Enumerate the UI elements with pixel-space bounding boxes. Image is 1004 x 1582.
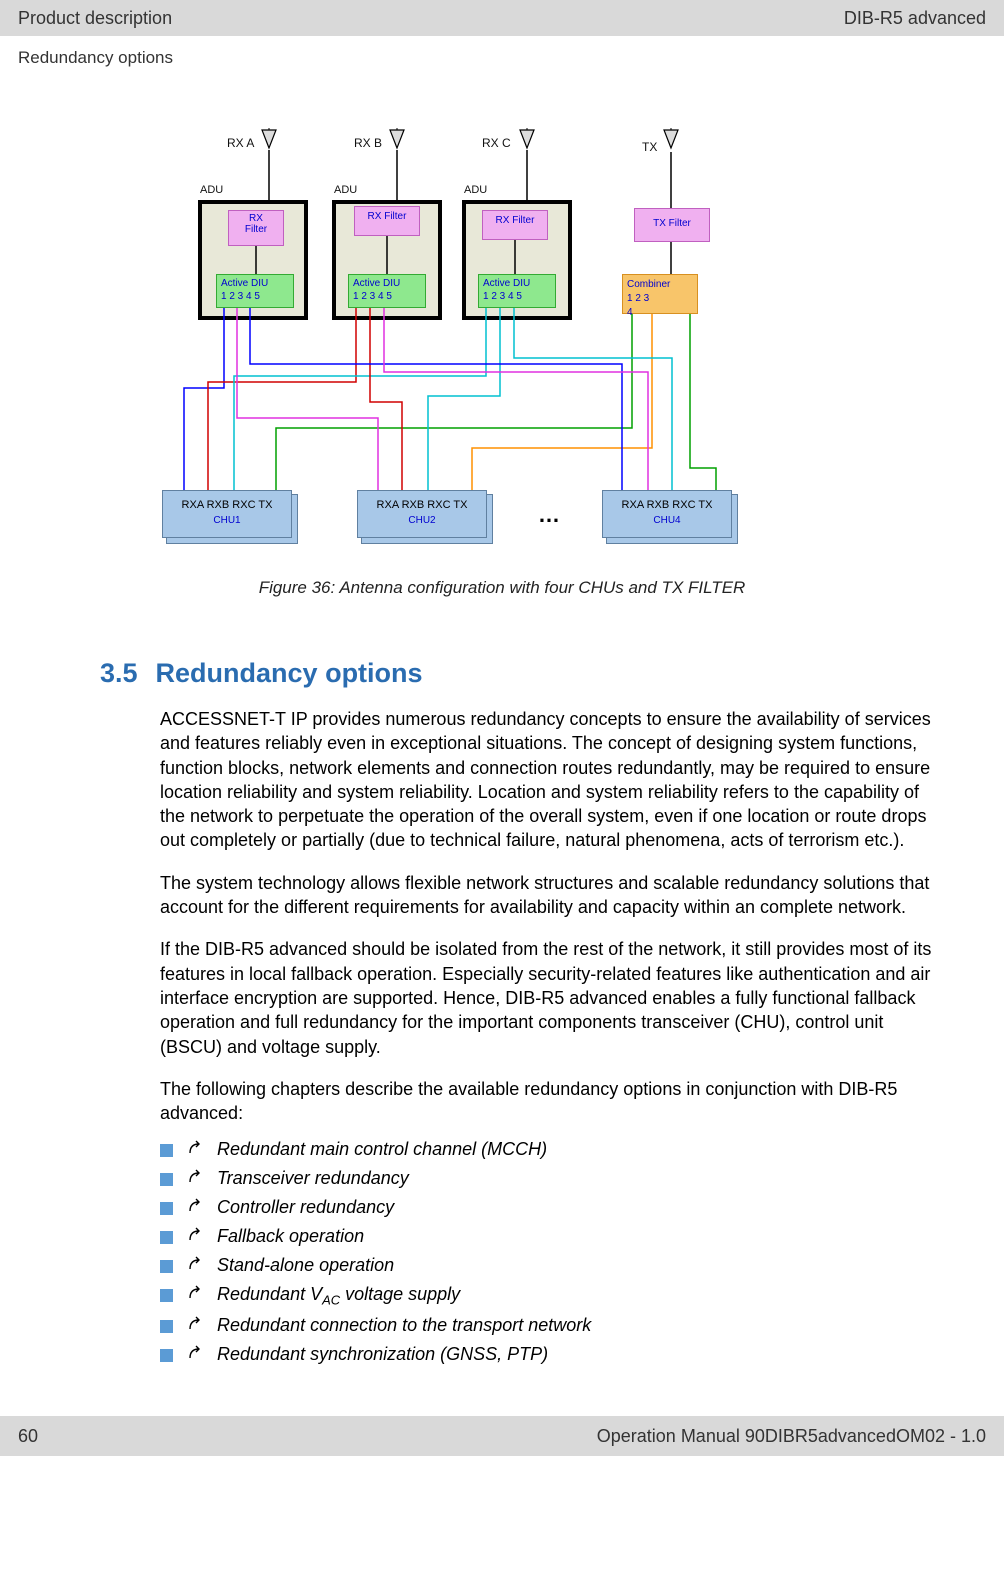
tx-filter: TX Filter bbox=[634, 208, 710, 242]
link-arrow-icon bbox=[187, 1345, 203, 1366]
subheader: Redundancy options bbox=[0, 36, 1004, 68]
label-rxc: RX C bbox=[482, 136, 511, 150]
list-item: Redundant VAC voltage supply bbox=[160, 1284, 944, 1308]
square-bullet-icon bbox=[160, 1289, 173, 1302]
figure-caption: Figure 36: Antenna configuration with fo… bbox=[0, 578, 1004, 598]
section-number: 3.5 bbox=[100, 658, 138, 689]
header-left: Product description bbox=[18, 8, 172, 29]
antenna-diagram: RX A RX B RX C TX ADU ADU ADU RXFilter R… bbox=[142, 128, 862, 568]
square-bullet-icon bbox=[160, 1173, 173, 1186]
para-2: The system technology allows flexible ne… bbox=[160, 871, 944, 920]
square-bullet-icon bbox=[160, 1260, 173, 1273]
section-heading: Redundancy options bbox=[156, 658, 423, 689]
bullet-list: Redundant main control channel (MCCH) Tr… bbox=[0, 1125, 1004, 1366]
square-bullet-icon bbox=[160, 1320, 173, 1333]
link-arrow-icon bbox=[187, 1169, 203, 1190]
active-diu-b: Active DIU1 2 3 4 5 bbox=[348, 274, 426, 308]
adu-label-c: ADU bbox=[464, 184, 487, 196]
adu-label-a: ADU bbox=[200, 184, 223, 196]
label-rxa: RX A bbox=[227, 136, 254, 150]
square-bullet-icon bbox=[160, 1231, 173, 1244]
link-arrow-icon bbox=[187, 1227, 203, 1248]
doc-id: Operation Manual 90DIBR5advancedOM02 - 1… bbox=[597, 1426, 986, 1447]
list-item: Transceiver redundancy bbox=[160, 1168, 944, 1190]
link-arrow-icon bbox=[187, 1198, 203, 1219]
ellipsis: … bbox=[538, 502, 560, 528]
chu1: RXA RXB RXC TXCHU1 bbox=[162, 490, 292, 538]
active-diu-c: Active DIU1 2 3 4 5 bbox=[478, 274, 556, 308]
list-item: Redundant main control channel (MCCH) bbox=[160, 1139, 944, 1161]
label-rxb: RX B bbox=[354, 136, 382, 150]
body-text: ACCESSNET-T IP provides numerous redunda… bbox=[0, 707, 1004, 1125]
footer-bar: 60 Operation Manual 90DIBR5advancedOM02 … bbox=[0, 1416, 1004, 1456]
link-arrow-icon bbox=[187, 1140, 203, 1161]
link-arrow-icon bbox=[187, 1316, 203, 1337]
link-arrow-icon bbox=[187, 1285, 203, 1306]
list-item: Controller redundancy bbox=[160, 1197, 944, 1219]
square-bullet-icon bbox=[160, 1349, 173, 1362]
list-item: Redundant connection to the transport ne… bbox=[160, 1315, 944, 1337]
rx-filter-a: RXFilter bbox=[228, 210, 284, 246]
section-title: 3.5 Redundancy options bbox=[0, 598, 1004, 689]
list-item: Fallback operation bbox=[160, 1226, 944, 1248]
para-3: If the DIB-R5 advanced should be isolate… bbox=[160, 937, 944, 1058]
page-number: 60 bbox=[18, 1426, 38, 1447]
combiner: Combiner 1 2 3 4 bbox=[622, 274, 698, 314]
rx-filter-b: RX Filter bbox=[354, 206, 420, 236]
rx-filter-c: RX Filter bbox=[482, 210, 548, 240]
header-bar: Product description DIB-R5 advanced bbox=[0, 0, 1004, 36]
square-bullet-icon bbox=[160, 1144, 173, 1157]
active-diu-a: Active DIU1 2 3 4 5 bbox=[216, 274, 294, 308]
chu2: RXA RXB RXC TXCHU2 bbox=[357, 490, 487, 538]
adu-label-b: ADU bbox=[334, 184, 357, 196]
square-bullet-icon bbox=[160, 1202, 173, 1215]
para-1: ACCESSNET-T IP provides numerous redunda… bbox=[160, 707, 944, 853]
link-arrow-icon bbox=[187, 1256, 203, 1277]
label-tx: TX bbox=[642, 140, 657, 154]
list-item: Redundant synchronization (GNSS, PTP) bbox=[160, 1344, 944, 1366]
para-4: The following chapters describe the avai… bbox=[160, 1077, 944, 1126]
list-item: Stand-alone operation bbox=[160, 1255, 944, 1277]
chu4: RXA RXB RXC TXCHU4 bbox=[602, 490, 732, 538]
header-right: DIB-R5 advanced bbox=[844, 8, 986, 29]
